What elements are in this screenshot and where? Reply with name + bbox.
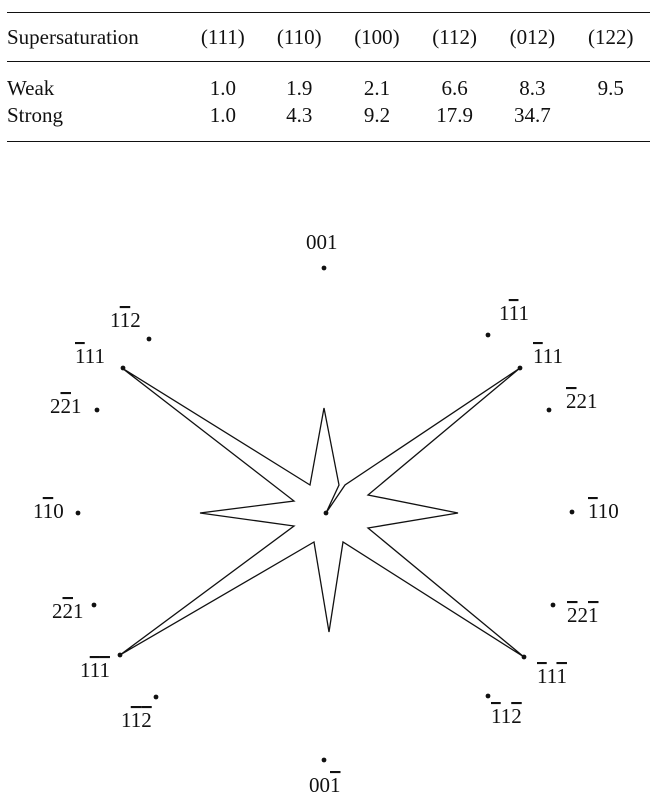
direction-label: 111 [533, 344, 563, 368]
direction-label: 112 [110, 308, 141, 332]
row-label: Strong [7, 103, 64, 127]
table-header-row: Supersaturation (111) (110) (100) (112) … [7, 12, 650, 62]
direction-dot [485, 332, 491, 338]
table-cell: 2.1 [363, 76, 391, 100]
column-header-012: (012) [509, 24, 556, 49]
table-cell: 9.2 [363, 103, 391, 127]
direction-dot [120, 365, 126, 371]
growth-rate-table: Supersaturation (111) (110) (100) (112) … [7, 12, 650, 142]
direction-dot [91, 602, 97, 608]
direction-dot [517, 365, 523, 371]
column-header-112: (112) [432, 24, 478, 49]
direction-dot [117, 652, 123, 658]
table-cell: 9.5 [597, 76, 624, 100]
direction-dot [521, 654, 527, 660]
table-cell: 1.0 [209, 76, 236, 100]
direction-label: 111 [80, 658, 110, 682]
column-header-supersaturation: Supersaturation [7, 24, 139, 49]
direction-label: 221 [567, 603, 599, 627]
direction-dot [550, 602, 556, 608]
table-cell: 17.9 [436, 103, 474, 127]
direction-dot [485, 693, 491, 699]
direction-dot [94, 407, 100, 413]
direction-label: 112 [491, 704, 522, 728]
direction-label: 221 [566, 389, 598, 413]
column-header-111: (111) [200, 24, 245, 49]
direction-label: 112 [121, 708, 152, 732]
column-header-110: (110) [276, 24, 322, 49]
direction-label: 001 [306, 230, 338, 254]
direction-dot [546, 407, 552, 413]
growth-star-shape [119, 367, 525, 658]
direction-dot [321, 757, 327, 763]
direction-label: 221 [52, 599, 84, 623]
direction-label: 111 [75, 344, 105, 368]
column-header-100: (100) [354, 24, 400, 49]
table-cell: 1.9 [286, 76, 313, 100]
direction-label: 001 [309, 773, 341, 797]
table-cell: 34.7 [514, 103, 551, 127]
table-row-weak: Weak 1.0 1.9 2.1 6.6 8.3 9.5 [7, 62, 650, 103]
direction-label: 221 [50, 394, 82, 418]
direction-dot [321, 265, 327, 271]
table-cell: 1.0 [209, 103, 236, 127]
column-header-122: (122) [588, 24, 634, 49]
direction-label: 110 [33, 499, 64, 523]
direction-label: 111 [499, 301, 529, 325]
direction-dot [153, 694, 159, 700]
direction-label: 111 [537, 664, 567, 688]
table-row-strong: Strong 1.0 4.3 9.2 17.9 34.7 [7, 102, 650, 142]
table-cell: 8.3 [519, 76, 546, 100]
row-label: Weak [7, 76, 55, 100]
table-cell: 4.3 [286, 103, 313, 127]
direction-dot [75, 510, 81, 516]
table-cell: 6.6 [441, 76, 468, 100]
direction-label: 110 [588, 499, 619, 523]
direction-dot [569, 509, 575, 515]
center-dot [323, 510, 329, 516]
direction-dot [146, 336, 152, 342]
